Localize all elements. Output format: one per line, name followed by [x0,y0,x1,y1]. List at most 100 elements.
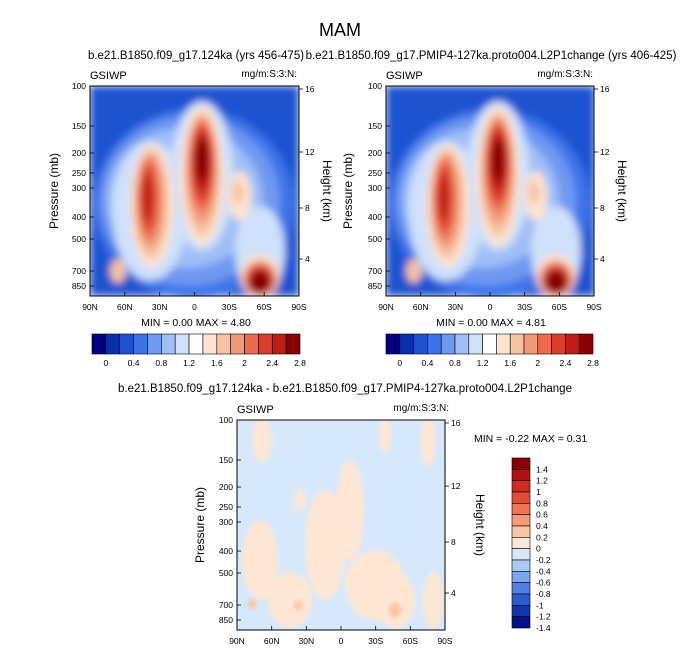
panel-1-ylabel-right: Height (km) [320,160,334,222]
colorbar-label: 0 [103,358,108,368]
panel-3-left-label: GSIWP [237,404,274,416]
colorbar-diff-label: -1.4 [536,623,551,633]
x-tick-label: 30N [299,636,315,646]
colorbar-diff-swatch [511,593,531,606]
x-tick-label: 90N [82,302,98,312]
y-tick-label: 200 [72,148,86,158]
y-tick-right-label: 12 [305,147,315,157]
y-tick-label: 850 [368,281,382,291]
x-tick-label: 90N [229,636,245,646]
colorbar-swatch [216,333,231,355]
x-tick-label: 30S [222,302,237,312]
colorbar-swatch [413,333,428,355]
y-tick-right-label: 8 [305,203,310,213]
colorbar-swatch [119,333,134,355]
y-tick-right-label: 8 [600,203,605,213]
colorbar-panel-2: 0 0.4 0.8 1.2 1.6 2 2.4 2.8 [385,333,599,368]
x-tick-label: 0 [192,302,197,312]
colorbar-swatch [496,333,511,355]
colorbar-diff-swatch [511,491,531,504]
colorbar-label: 1.6 [211,358,223,368]
y-tick-label: 400 [72,212,86,222]
panel-2-right-label: mg/m:S:3:N: [537,69,593,80]
colorbar-diff-label: -0.6 [536,578,551,588]
panel-1-ylabel: Pressure (mb) [47,153,61,229]
colorbar-diff-label: 0.2 [536,532,548,542]
y-tick-label: 700 [368,266,382,276]
y-tick-right-label: 12 [600,147,610,157]
panel-3-stats: MIN = -0.22 MAX = 0.31 [474,433,587,445]
colorbar-swatch [509,333,525,355]
y-tick-right-label: 8 [451,537,456,547]
colorbar-diff-label: 1 [536,487,541,497]
y-tick-label: 500 [72,234,86,244]
colorbar-diff-swatch [511,616,531,629]
x-tick-label: 60N [413,302,429,312]
y-tick-label: 100 [72,81,86,91]
colorbar-diff-label: -0.4 [536,566,551,576]
y-tick-label: 100 [368,81,382,91]
x-tick-label: 30N [152,302,168,312]
x-tick-label: 0 [488,302,493,312]
y-tick-label: 300 [219,517,233,527]
colorbar-diff-swatch [511,469,531,481]
panel-2-ylabel-right: Height (km) [615,160,629,222]
colorbar-label: 1.2 [477,358,489,368]
x-tick-label: 60N [264,636,280,646]
colorbar-swatch [147,333,162,355]
y-tick-label: 300 [72,183,86,193]
colorbar-swatch [551,333,566,355]
colorbar-diff-label: 0.6 [536,510,548,520]
x-tick-label: 90S [586,302,601,312]
x-tick-label: 60S [257,302,272,312]
colorbar-diff-swatch [511,548,531,561]
y-tick-right-label: 16 [305,84,315,94]
panel-2-left-label: GSIWP [386,70,423,82]
panel-3-ylabel-right: Height (km) [473,494,487,556]
colorbar-diff-swatch [511,605,531,617]
colorbar-swatch [578,333,594,355]
panel-2-x-ticks: 90N 60N 30N 0 30S 60S 90S [378,292,602,312]
colorbar-swatch [285,333,301,355]
colorbar-label: 0 [397,358,402,368]
y-tick-label: 850 [72,281,86,291]
colorbar-difference: 1.4 1.210.8 0.60.40.2 0-0.2-0.4 -0.6-0.8-1 -1… [511,457,551,633]
y-tick-right-label: 16 [600,84,610,94]
panel-1-stats: MIN = 0.00 MAX = 4.80 [141,317,251,329]
panel-1-x-ticks: 90N 60N 30N 0 30S 60S 90S [82,292,307,312]
colorbar-swatch [385,333,401,355]
y-tick-right-label: 12 [451,481,461,491]
panel-3-x-ticks: 90N 60N 30N 0 30S 60S 90S [229,626,453,646]
y-tick-label: 400 [368,212,382,222]
colorbar-diff-swatch [511,514,531,527]
colorbar-swatch [482,333,497,355]
colorbar-swatch [537,333,552,355]
figure-title: MAM [319,20,361,40]
y-tick-label: 700 [72,266,86,276]
colorbar-label: 2.8 [294,358,306,368]
y-tick-label: 250 [368,168,382,178]
panel-2-y-ticks-right: 16 12 8 4 [594,84,610,264]
x-tick-label: 60S [403,636,418,646]
panel-2-ylabel: Pressure (mb) [341,153,355,229]
panel-1-right-label: mg/m:S:3:N: [241,69,297,80]
panel-1-y-ticks: 100 150 200 250 300 400 500 700 850 [72,81,94,291]
y-tick-right-label: 4 [600,254,605,264]
x-tick-label: 30N [448,302,464,312]
colorbar-swatch [468,333,483,355]
y-tick-label: 200 [368,148,382,158]
colorbar-swatch [399,333,414,355]
colorbar-swatch [440,333,456,355]
y-tick-label: 850 [219,615,233,625]
colorbar-label: 0.4 [128,358,140,368]
colorbar-swatch [244,333,259,355]
colorbar-diff-swatch [511,525,531,538]
colorbar-diff-label: 0.4 [536,521,548,531]
colorbar-swatch [427,333,442,355]
y-tick-label: 500 [219,568,233,578]
colorbar-label: 2.4 [266,358,278,368]
y-tick-label: 150 [368,121,382,131]
x-tick-label: 0 [339,636,344,646]
colorbar-swatch [523,333,539,355]
x-tick-label: 30S [368,636,383,646]
